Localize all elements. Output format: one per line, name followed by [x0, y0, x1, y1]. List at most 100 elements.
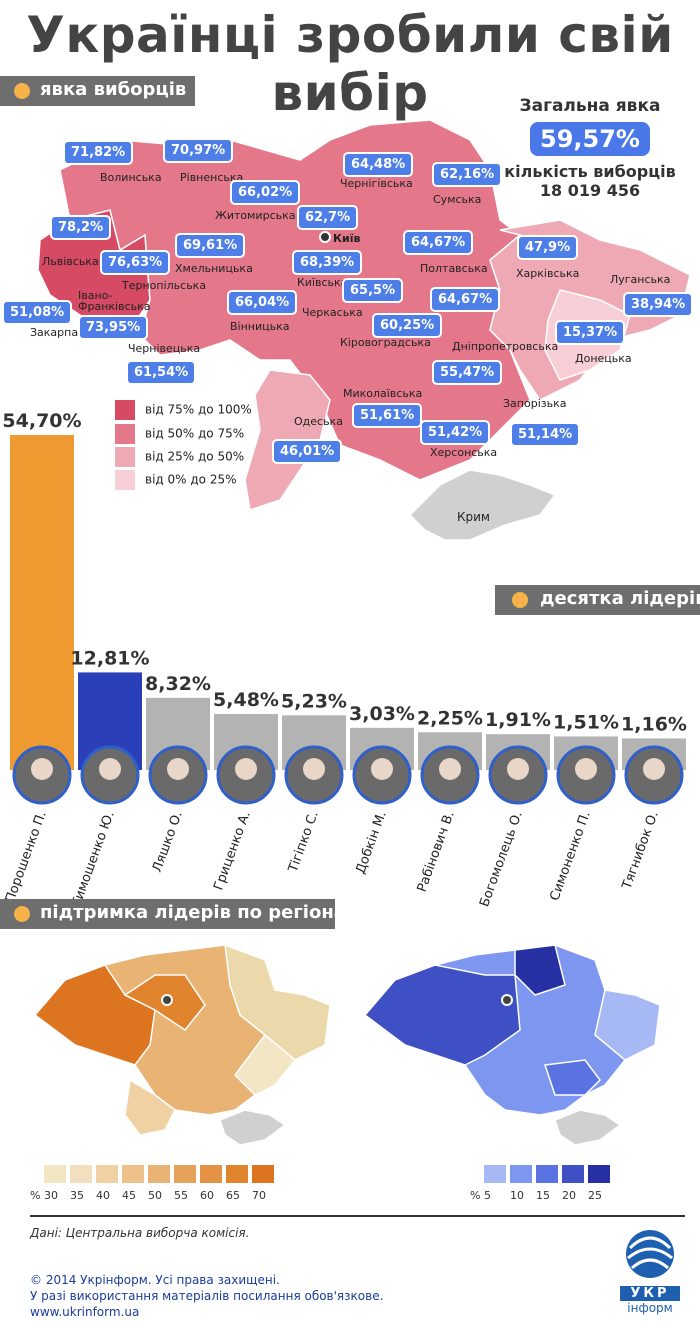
region-name: Черкаська	[302, 306, 363, 319]
bar-value-label: 3,03%	[349, 703, 415, 725]
candidate-name-label: Симоненко П.	[547, 809, 593, 903]
scale-swatch	[484, 1165, 506, 1183]
support-map-blue	[363, 944, 661, 1146]
avatar-face	[235, 758, 257, 780]
region-turnout-tag: 68,39%	[292, 250, 363, 275]
region-turnout-tag: 76,63%	[100, 250, 171, 275]
scale-swatch	[96, 1165, 118, 1183]
scale-tick: 30	[44, 1189, 58, 1202]
bar-value-label: 2,25%	[417, 707, 483, 729]
scale-swatch	[174, 1165, 196, 1183]
legend-swatch	[115, 470, 135, 490]
legend-item: від 0% до 25%	[115, 470, 237, 490]
candidate-name-label: Рабінович В.	[415, 809, 458, 894]
bar	[10, 435, 74, 770]
region-turnout-tag: 62,7%	[297, 205, 359, 230]
support-map-orange	[33, 943, 331, 1146]
scale-swatch	[252, 1165, 274, 1183]
section-band-regions: підтримка лідерів по регіонах	[0, 899, 358, 929]
legend-swatch	[115, 424, 135, 444]
scale-swatch	[200, 1165, 222, 1183]
region-name: Чернівецька	[128, 342, 201, 355]
region-turnout-tag: 66,02%	[230, 180, 301, 205]
bullet-icon	[14, 906, 30, 922]
scale-orange: % 30 35 40 45 50 55 60 65 70	[30, 1165, 300, 1205]
section-title: десятка лідерів	[540, 588, 700, 609]
avatar-face	[31, 758, 53, 780]
bar-value-label: 1,51%	[553, 711, 619, 733]
section-band-turnout: явка виборців	[0, 76, 195, 106]
scale-blue: % 5 10 15 20 25	[470, 1165, 620, 1205]
source-note: Дані: Центральна виборча комісія.	[30, 1226, 250, 1240]
avatar-face	[303, 758, 325, 780]
region-turnout-tag: 64,48%	[343, 152, 414, 177]
region-turnout-tag: 70,97%	[163, 138, 234, 163]
region-name: Тернопільська	[122, 279, 207, 292]
footer-line: © 2014 Укрінформ. Усі права захищені.	[30, 1273, 280, 1287]
scale-tick: 65	[226, 1189, 240, 1202]
region-turnout-tag: 38,94%	[623, 292, 694, 317]
legend-swatch	[115, 447, 135, 467]
legend-swatch	[115, 400, 135, 420]
region-name: Вінницька	[230, 320, 290, 333]
region-turnout-tag: 46,01%	[272, 439, 343, 464]
region-name: Одеська	[294, 415, 343, 428]
region-turnout-tag: 60,25%	[372, 313, 443, 338]
region-name: Крим	[457, 510, 490, 524]
region-name: Кіровоградська	[340, 336, 431, 349]
region-turnout-tag: 64,67%	[403, 230, 474, 255]
scale-tick: 70	[252, 1189, 266, 1202]
region-turnout-tag: 15,37%	[555, 320, 626, 345]
candidate-name-label: Гриценко А.	[211, 809, 253, 892]
scale-tick: 50	[148, 1189, 162, 1202]
region-name: Івано-Франківська	[78, 289, 151, 313]
region-name: Чернігівська	[340, 177, 413, 190]
scale-tick: 10	[510, 1189, 524, 1202]
voters-label: кількість виборців	[504, 162, 676, 181]
legend-item: від 25% до 50%	[115, 447, 244, 467]
bar-value-label: 12,81%	[70, 647, 149, 669]
section-band-top-ten: десятка лідерів	[495, 585, 700, 615]
avatar-face	[643, 758, 665, 780]
region-turnout-tag: 51,42%	[420, 420, 491, 445]
region-name: Херсонська	[430, 446, 498, 459]
region-name: Запорізька	[503, 397, 567, 410]
region-name: Донецька	[575, 352, 632, 365]
scale-unit: %	[30, 1189, 41, 1202]
turnout-summary: Загальна явка 59,57% кількість виборців …	[490, 96, 690, 200]
scale-swatch	[70, 1165, 92, 1183]
scale-swatch	[588, 1165, 610, 1183]
section-title: підтримка лідерів по регіонах	[40, 902, 358, 923]
region-turnout-tag: 55,47%	[432, 360, 503, 385]
bar-value-label: 5,48%	[213, 689, 279, 711]
candidate-name-label: Тимошенко Ю.	[69, 809, 118, 910]
region-turnout-tag: 47,9%	[517, 235, 579, 260]
divider	[30, 1215, 685, 1217]
region-turnout-tag: 65,5%	[342, 278, 404, 303]
scale-swatch	[510, 1165, 532, 1183]
legend-item: від 75% до 100%	[115, 400, 252, 420]
scale-tick: 5	[484, 1189, 491, 1202]
bar-value-label: 1,16%	[621, 713, 687, 735]
scale-tick: 15	[536, 1189, 550, 1202]
region-name: Луганська	[610, 273, 671, 286]
bullet-icon	[14, 83, 30, 99]
region-name: Львівська	[42, 255, 99, 268]
section-title: явка виборців	[40, 79, 187, 100]
footer-link[interactable]: www.ukrinform.ua	[30, 1305, 140, 1319]
region-name: Київ	[333, 232, 361, 245]
turnout-value: 59,57%	[530, 122, 650, 156]
region-name: Миколаївська	[343, 387, 423, 400]
voters-value: 18 019 456	[539, 181, 641, 200]
region-turnout-tag: 69,61%	[175, 233, 246, 258]
region-turnout-tag: 71,82%	[63, 140, 134, 165]
scale-tick: 40	[96, 1189, 110, 1202]
region-turnout-tag: 73,95%	[78, 315, 149, 340]
logo-text-bottom: інформ	[627, 1301, 673, 1315]
page-title: Українці зробили свій вибір	[26, 6, 674, 122]
scale-swatch	[122, 1165, 144, 1183]
bar-value-label: 5,23%	[281, 690, 347, 712]
scale-tick: 60	[200, 1189, 214, 1202]
scale-swatch	[44, 1165, 66, 1183]
scale-tick: 55	[174, 1189, 188, 1202]
